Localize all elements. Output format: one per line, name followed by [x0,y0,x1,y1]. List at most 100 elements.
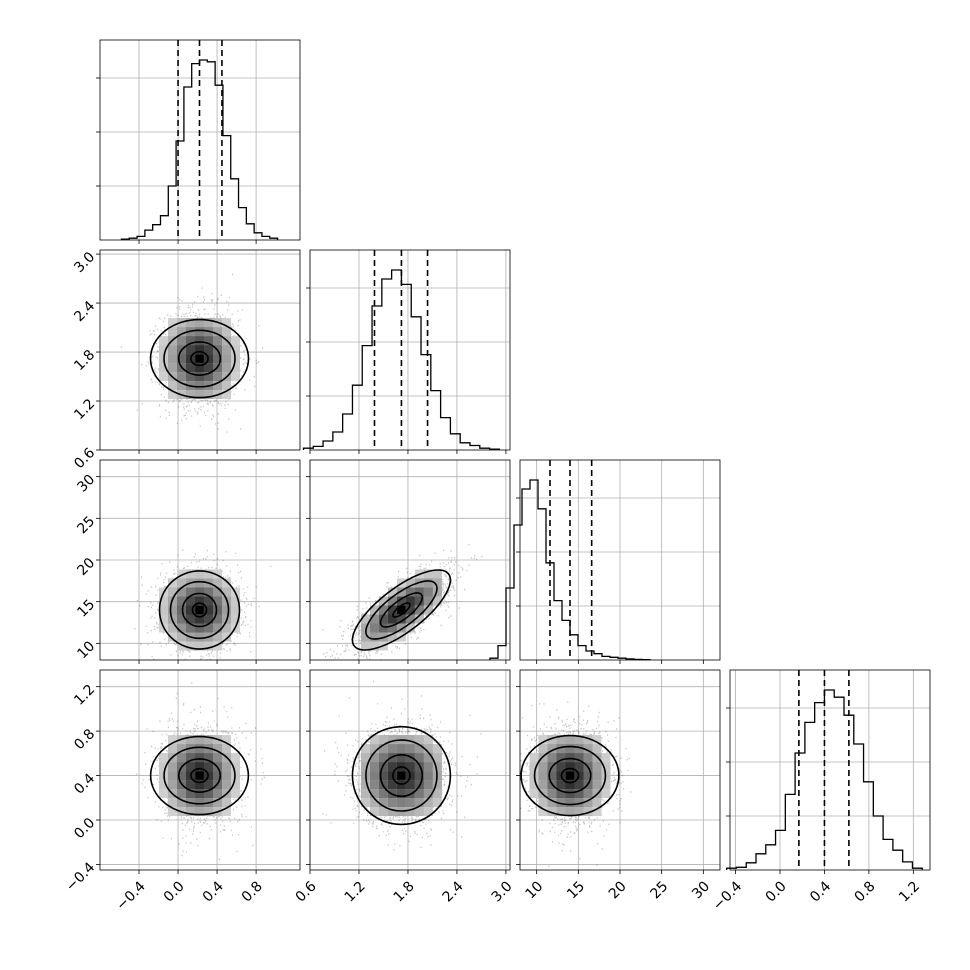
density-cell [195,372,205,382]
density-cell [195,614,205,624]
density-cell [159,605,169,615]
density-cell [186,318,196,328]
density-cell [222,381,232,391]
y-tick-label: 0.4 [71,770,98,797]
density-cell [195,789,205,799]
density-cell [213,336,223,346]
density-cell [369,623,379,633]
density-cell [592,807,602,817]
density-cell [529,780,539,790]
density-cell [231,345,241,355]
contour-line [351,569,452,651]
density-cell [204,780,214,790]
density-cell [369,771,379,781]
density-cell [204,363,214,373]
density-cell [432,798,442,808]
density-cell [538,807,548,817]
density-cell [168,762,178,772]
density-cell [177,753,187,763]
density-cell [159,372,169,382]
density-cell [405,762,415,772]
density-cell [168,798,178,808]
contour-line [351,725,452,826]
density-cell [231,605,241,615]
density-cell [186,596,196,606]
density-cell [177,587,187,597]
density-cell [369,798,379,808]
density-cell [177,614,187,624]
density-cell [601,780,611,790]
density-cell [159,345,169,355]
y-tick-label: −0.4 [63,859,98,894]
density-cell [547,744,557,754]
density-cell [168,807,178,817]
density-cell [432,753,442,763]
density-cell [168,771,178,781]
density-cell [387,632,397,642]
panel-frame [729,669,931,871]
panel-frame [99,669,301,871]
density-cell [378,789,388,799]
density-cell [387,596,397,606]
density-cell [195,578,205,588]
density-cell [432,789,442,799]
density-cell [213,605,223,615]
density-cell [592,771,602,781]
density-cell [213,798,223,808]
contour-line [191,602,208,618]
density-cell [195,569,205,579]
contour-line [548,757,592,794]
density-cell [396,614,406,624]
contour-line [520,734,620,817]
density-peak [195,354,204,363]
x-tick-label: 10 [523,878,547,902]
density-cell [414,789,424,799]
density-cell [423,569,433,579]
density-cell [405,623,415,633]
density-cell [222,354,232,364]
density-cell [396,798,406,808]
density-cell [195,762,205,772]
density-cell [405,605,415,615]
density-cell [565,807,575,817]
density-cell [231,372,241,382]
density-cell [360,614,370,624]
density-cell [592,798,602,808]
density-cell [574,753,584,763]
density-cell [177,327,187,337]
contour-line [177,758,222,793]
density-cell [186,614,196,624]
density-cell [222,632,232,642]
density-cell [222,390,232,400]
density-cell [159,762,169,772]
density-cell [177,771,187,781]
contour-line [163,746,236,805]
density-cell [556,762,566,772]
y-tick-label: 0.0 [71,815,98,842]
density-cell [222,744,232,754]
density-cell [213,641,223,651]
density-cell [592,780,602,790]
contour-line [190,350,209,367]
x-tick-label: −0.4 [113,878,148,913]
density-cell [186,345,196,355]
density-cell [195,641,205,651]
density-cell [159,789,169,799]
density-cell [222,318,232,328]
density-cell [186,336,196,346]
density-cell [159,363,169,373]
density-cell [574,735,584,745]
density-cell [204,390,214,400]
density-cell [186,735,196,745]
density-peak [195,606,204,614]
density-cell [222,605,232,615]
density-cell [369,780,379,790]
density-cell [195,744,205,754]
density-cell [360,753,370,763]
density-cell [186,390,196,400]
density-cell [213,327,223,337]
density-cell [159,780,169,790]
density-cell [423,596,433,606]
density-cell [538,762,548,772]
density-cell [222,798,232,808]
